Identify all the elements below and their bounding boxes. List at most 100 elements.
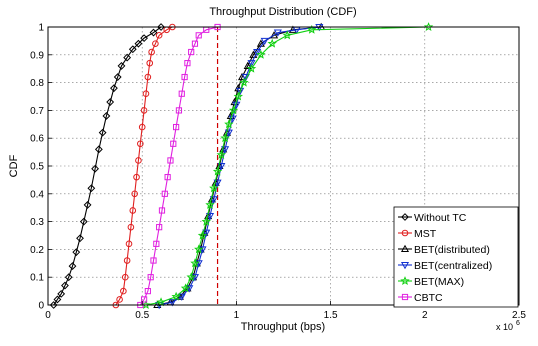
data-point xyxy=(167,157,174,164)
legend-label: CBTC xyxy=(414,292,443,304)
data-point xyxy=(205,199,215,209)
data-point xyxy=(148,48,155,56)
legend-label: BET(centralized) xyxy=(414,260,492,272)
data-point xyxy=(94,145,103,154)
data-point xyxy=(170,140,177,147)
data-point xyxy=(260,37,269,46)
data-point xyxy=(181,73,188,81)
y-tick-label: 0.6 xyxy=(30,134,44,145)
data-point xyxy=(123,53,132,62)
data-point xyxy=(253,48,262,57)
data-point xyxy=(175,107,183,114)
y-axis-label: CDF xyxy=(8,154,20,177)
data-point xyxy=(224,129,233,137)
x-tick-label: 2 xyxy=(422,310,428,321)
data-point xyxy=(205,212,215,221)
data-point xyxy=(270,31,279,39)
data-point xyxy=(87,184,96,193)
x-axis-multiplier: x 10 6 xyxy=(496,320,520,332)
x-tick-label: 1 xyxy=(234,310,240,321)
x-axis-ticks: 0 0.5 1 1.5 2 2.5 xyxy=(45,301,526,321)
data-point xyxy=(140,296,148,303)
data-point xyxy=(217,162,226,171)
data-point xyxy=(131,190,138,198)
x-multiplier-exponent: 6 xyxy=(516,320,520,327)
data-point xyxy=(129,207,137,214)
data-point xyxy=(57,289,66,298)
data-point xyxy=(76,234,84,243)
x-tick-label: 1.5 xyxy=(324,310,338,321)
legend-entry: CBTC xyxy=(398,292,443,304)
data-point xyxy=(164,174,171,181)
data-point xyxy=(128,45,137,54)
data-point xyxy=(188,48,195,56)
y-tick-label: 0.4 xyxy=(30,189,44,200)
data-point xyxy=(125,240,133,248)
series-line xyxy=(53,26,162,306)
data-point xyxy=(120,287,127,295)
data-point xyxy=(91,164,100,173)
data-point xyxy=(184,60,191,67)
data-point xyxy=(243,61,252,69)
data-point xyxy=(247,60,256,68)
data-point xyxy=(212,166,223,176)
data-point xyxy=(190,258,200,268)
data-point xyxy=(191,40,199,47)
data-point xyxy=(116,296,123,303)
data-point xyxy=(110,84,118,93)
data-point xyxy=(216,149,227,159)
legend-label: BET(distributed) xyxy=(414,244,490,256)
data-point xyxy=(173,123,180,131)
data-point xyxy=(153,240,160,247)
x-tick-label: 0.5 xyxy=(135,310,149,321)
data-point xyxy=(152,40,159,47)
legend-marker xyxy=(400,261,410,270)
legend-box xyxy=(393,206,519,308)
data-point xyxy=(202,229,211,237)
y-axis-ticks: 0 0.1 0.2 0.3 0.4 0.5 0.6 0.7 0.8 0.9 1 xyxy=(30,23,52,312)
x-tick-label: 2.5 xyxy=(512,310,526,321)
data-point xyxy=(144,288,151,295)
data-point xyxy=(178,90,185,97)
y-tick-label: 0.3 xyxy=(30,217,44,228)
legend-entry: BET(centralized) xyxy=(398,260,492,272)
data-point xyxy=(256,49,266,59)
data-point xyxy=(267,38,277,48)
data-point xyxy=(197,230,208,240)
data-point xyxy=(137,140,144,148)
data-point xyxy=(135,157,142,164)
data-point xyxy=(307,24,317,34)
data-point xyxy=(155,32,163,39)
data-point xyxy=(186,272,196,282)
data-point xyxy=(53,295,62,304)
data-point xyxy=(161,190,168,197)
data-point xyxy=(233,91,243,101)
legend-marker xyxy=(401,213,409,221)
legend-entry: BET(distributed) xyxy=(398,244,490,256)
y-tick-label: 0.2 xyxy=(30,245,44,256)
data-point xyxy=(194,244,204,254)
data-point xyxy=(117,62,126,70)
data-point xyxy=(158,207,166,214)
data-point xyxy=(144,73,152,81)
data-point xyxy=(171,291,181,301)
legend-marker xyxy=(400,276,410,285)
y-tick-label: 0.7 xyxy=(30,106,44,117)
data-point xyxy=(177,293,186,301)
data-point xyxy=(123,257,131,264)
data-point xyxy=(209,183,219,193)
legend-label: Without TC xyxy=(414,212,467,224)
data-point xyxy=(127,223,135,231)
data-point xyxy=(150,257,157,264)
y-tick-label: 0.8 xyxy=(30,78,44,89)
legend-entry: BET(MAX) xyxy=(398,276,464,288)
series-line xyxy=(139,26,218,306)
legend-marker xyxy=(401,229,409,237)
legend-label: MST xyxy=(414,228,437,240)
data-point xyxy=(157,23,165,31)
data-point xyxy=(221,146,230,154)
data-point xyxy=(68,262,77,270)
series-line xyxy=(159,26,320,306)
data-point xyxy=(273,29,282,37)
